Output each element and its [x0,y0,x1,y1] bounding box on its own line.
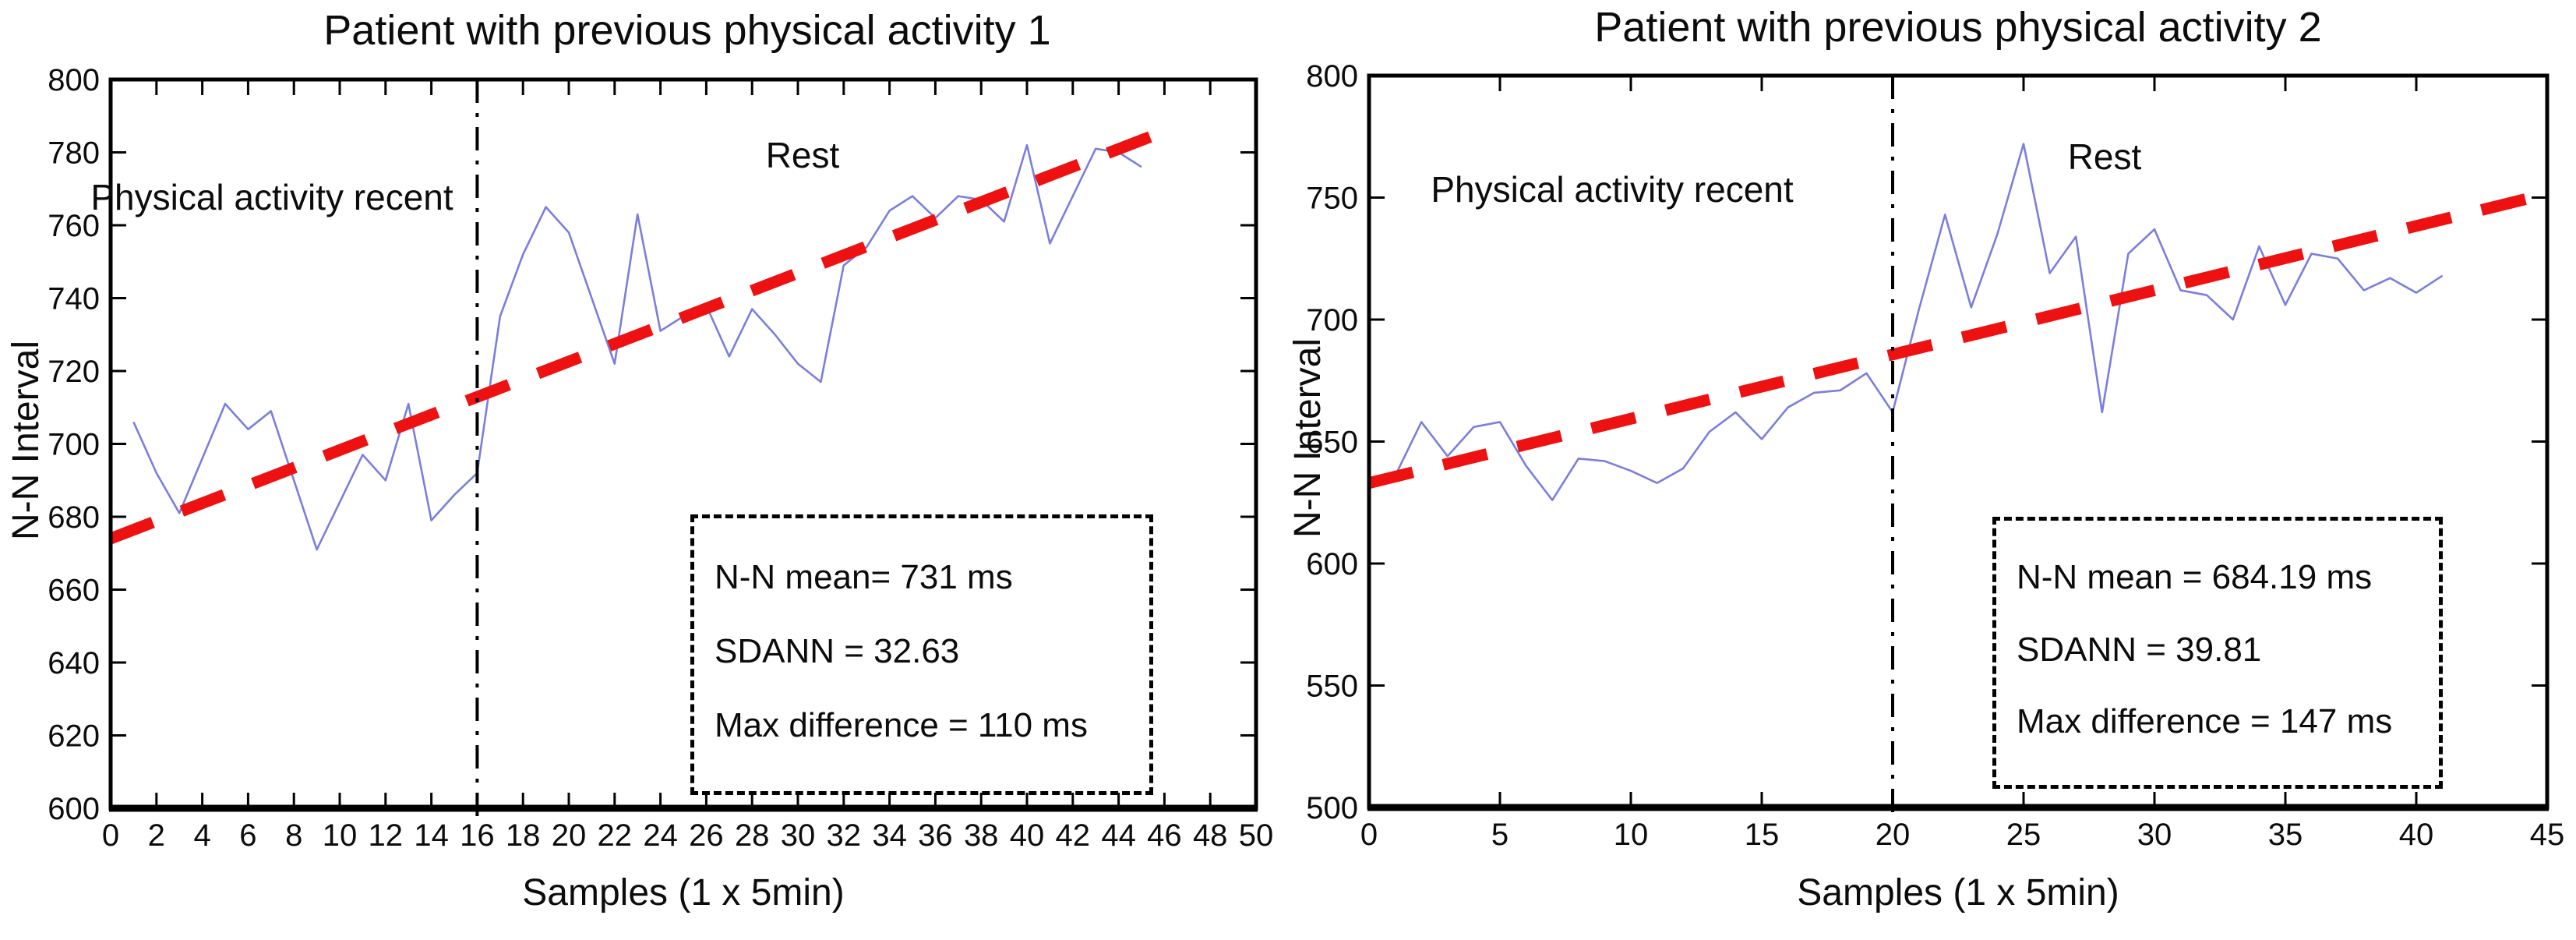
x-tick-label: 22 [598,818,633,853]
panel-2-stat-max-difference: Max difference = 147 ms [2017,701,2393,740]
panel-2-stats-box: N-N mean = 684.19 ms SDANN = 39.81 Max d… [1992,517,2443,789]
chart-panel-2: 0 5 10 15 20 25 30 35 40 45 500 550 600 650 700 750 800 … [1287,0,2576,940]
y-tick-label: 640 [48,646,100,680]
x-tick-label: 18 [506,818,541,853]
panel-1-title: Patient with previous physical activity … [323,7,1051,54]
axis-ticks-panel-1 [109,78,1258,810]
x-tick-label: 38 [964,818,999,853]
x-tick-label: 12 [369,818,404,853]
panel-2-y-axis-label: N-N Interval [1287,337,1329,539]
panel-1-stat-nn-mean: N-N mean= 731 ms [715,558,1013,596]
y-tick-label: 800 [1306,59,1358,94]
panel-2-stat-nn-mean: N-N mean = 684.19 ms [2017,558,2373,597]
x-tick-label: 14 [414,818,449,853]
x-tick-label: 20 [552,818,587,853]
chart-panel-1: 0 2 4 6 8 10 12 14 16 18 20 22 24 26 28 30 32 34 36 38 40 42 4… [5,7,1273,913]
y-tick-label: 600 [48,792,100,826]
x-tick-label: 5 [1491,818,1509,852]
x-tick-label: 48 [1193,818,1228,853]
x-tick-label: 28 [735,818,770,853]
y-tick-label: 750 [1306,182,1358,216]
panel-1-rest-region-label: Rest [765,135,840,175]
x-tick-label: 16 [460,818,495,853]
panel-2-title: Patient with previous physical activity … [1594,4,2322,51]
y-tick-label: 780 [48,136,100,171]
x-tick-label: 0 [102,818,119,853]
y-tick-label: 740 [48,282,100,316]
x-tick-label: 20 [1876,818,1911,852]
x-tick-label: 44 [1101,818,1136,853]
x-tick-label: 46 [1147,818,1182,853]
panel-2-rest-region-label: Rest [2067,136,2142,177]
tick-labels-panel-1: 0 2 4 6 8 10 12 14 16 18 20 22 24 26 28 30 32 34 36 38 40 42 4… [48,63,1273,853]
x-tick-label: 42 [1056,818,1091,853]
x-tick-label: 4 [193,818,210,853]
y-tick-label: 760 [48,209,100,243]
x-tick-label: 34 [872,818,907,853]
x-tick-label: 50 [1239,818,1274,853]
x-tick-label: 40 [1010,818,1045,853]
x-tick-label: 0 [1360,818,1378,852]
y-tick-label: 680 [48,500,100,535]
y-tick-label: 650 [1306,426,1358,460]
x-tick-label: 40 [2399,818,2434,852]
trend-line [108,121,1178,545]
x-tick-label: 30 [2137,818,2172,852]
panel-2-activity-region-label: Physical activity recent [1431,169,1794,210]
panel-1-stats-box: N-N mean= 731 ms SDANN = 32.63 Max diffe… [690,514,1153,795]
panel-1-plot: 0 2 4 6 8 10 12 14 16 18 20 22 24 26 28 30 32 34 36 38 40 42 4… [48,63,1273,853]
panel-2-x-axis-label: Samples (1 x 5min) [1797,872,2119,913]
x-tick-label: 30 [781,818,816,853]
x-tick-label: 25 [2006,818,2041,852]
x-tick-label: 2 [148,818,165,853]
x-tick-label: 32 [827,818,862,853]
y-tick-label: 800 [48,63,100,97]
x-tick-label: 10 [323,818,358,853]
x-tick-label: 35 [2268,818,2303,852]
y-tick-label: 600 [1306,547,1358,581]
tick-labels-panel-2: 0 5 10 15 20 25 30 35 40 45 500 550 600 650 700 750 800 [1306,59,2564,852]
y-tick-label: 500 [1306,791,1358,825]
panel-2-stat-sdann: SDANN = 39.81 [2017,630,2262,669]
x-tick-label: 36 [918,818,953,853]
nn-interval-series-line [132,143,1142,551]
x-tick-label: 6 [239,818,256,853]
x-tick-label: 45 [2530,818,2565,852]
y-tick-label: 700 [1306,303,1358,337]
x-tick-label: 26 [689,818,724,853]
y-tick-label: 720 [48,355,100,389]
x-tick-label: 15 [1745,818,1780,852]
y-tick-label: 550 [1306,670,1358,704]
y-tick-label: 700 [48,428,100,462]
panel-1-stat-max-difference: Max difference = 110 ms [715,706,1088,744]
x-tick-label: 8 [285,818,302,853]
panel-1-stat-sdann: SDANN = 32.63 [715,632,960,670]
y-tick-label: 660 [48,574,100,608]
panel-1-activity-region-label: Physical activity recent [90,177,453,217]
panel-2-plot: 0 5 10 15 20 25 30 35 40 45 500 550 600 650 700 750 800 [1306,59,2564,852]
x-tick-label: 24 [643,818,678,853]
panel-1-y-axis-label: N-N Interval [5,340,47,541]
y-tick-label: 620 [48,719,100,754]
x-tick-label: 10 [1614,818,1649,852]
trend-line [1367,189,2544,489]
panel-1-x-axis-label: Samples (1 x 5min) [522,872,845,913]
